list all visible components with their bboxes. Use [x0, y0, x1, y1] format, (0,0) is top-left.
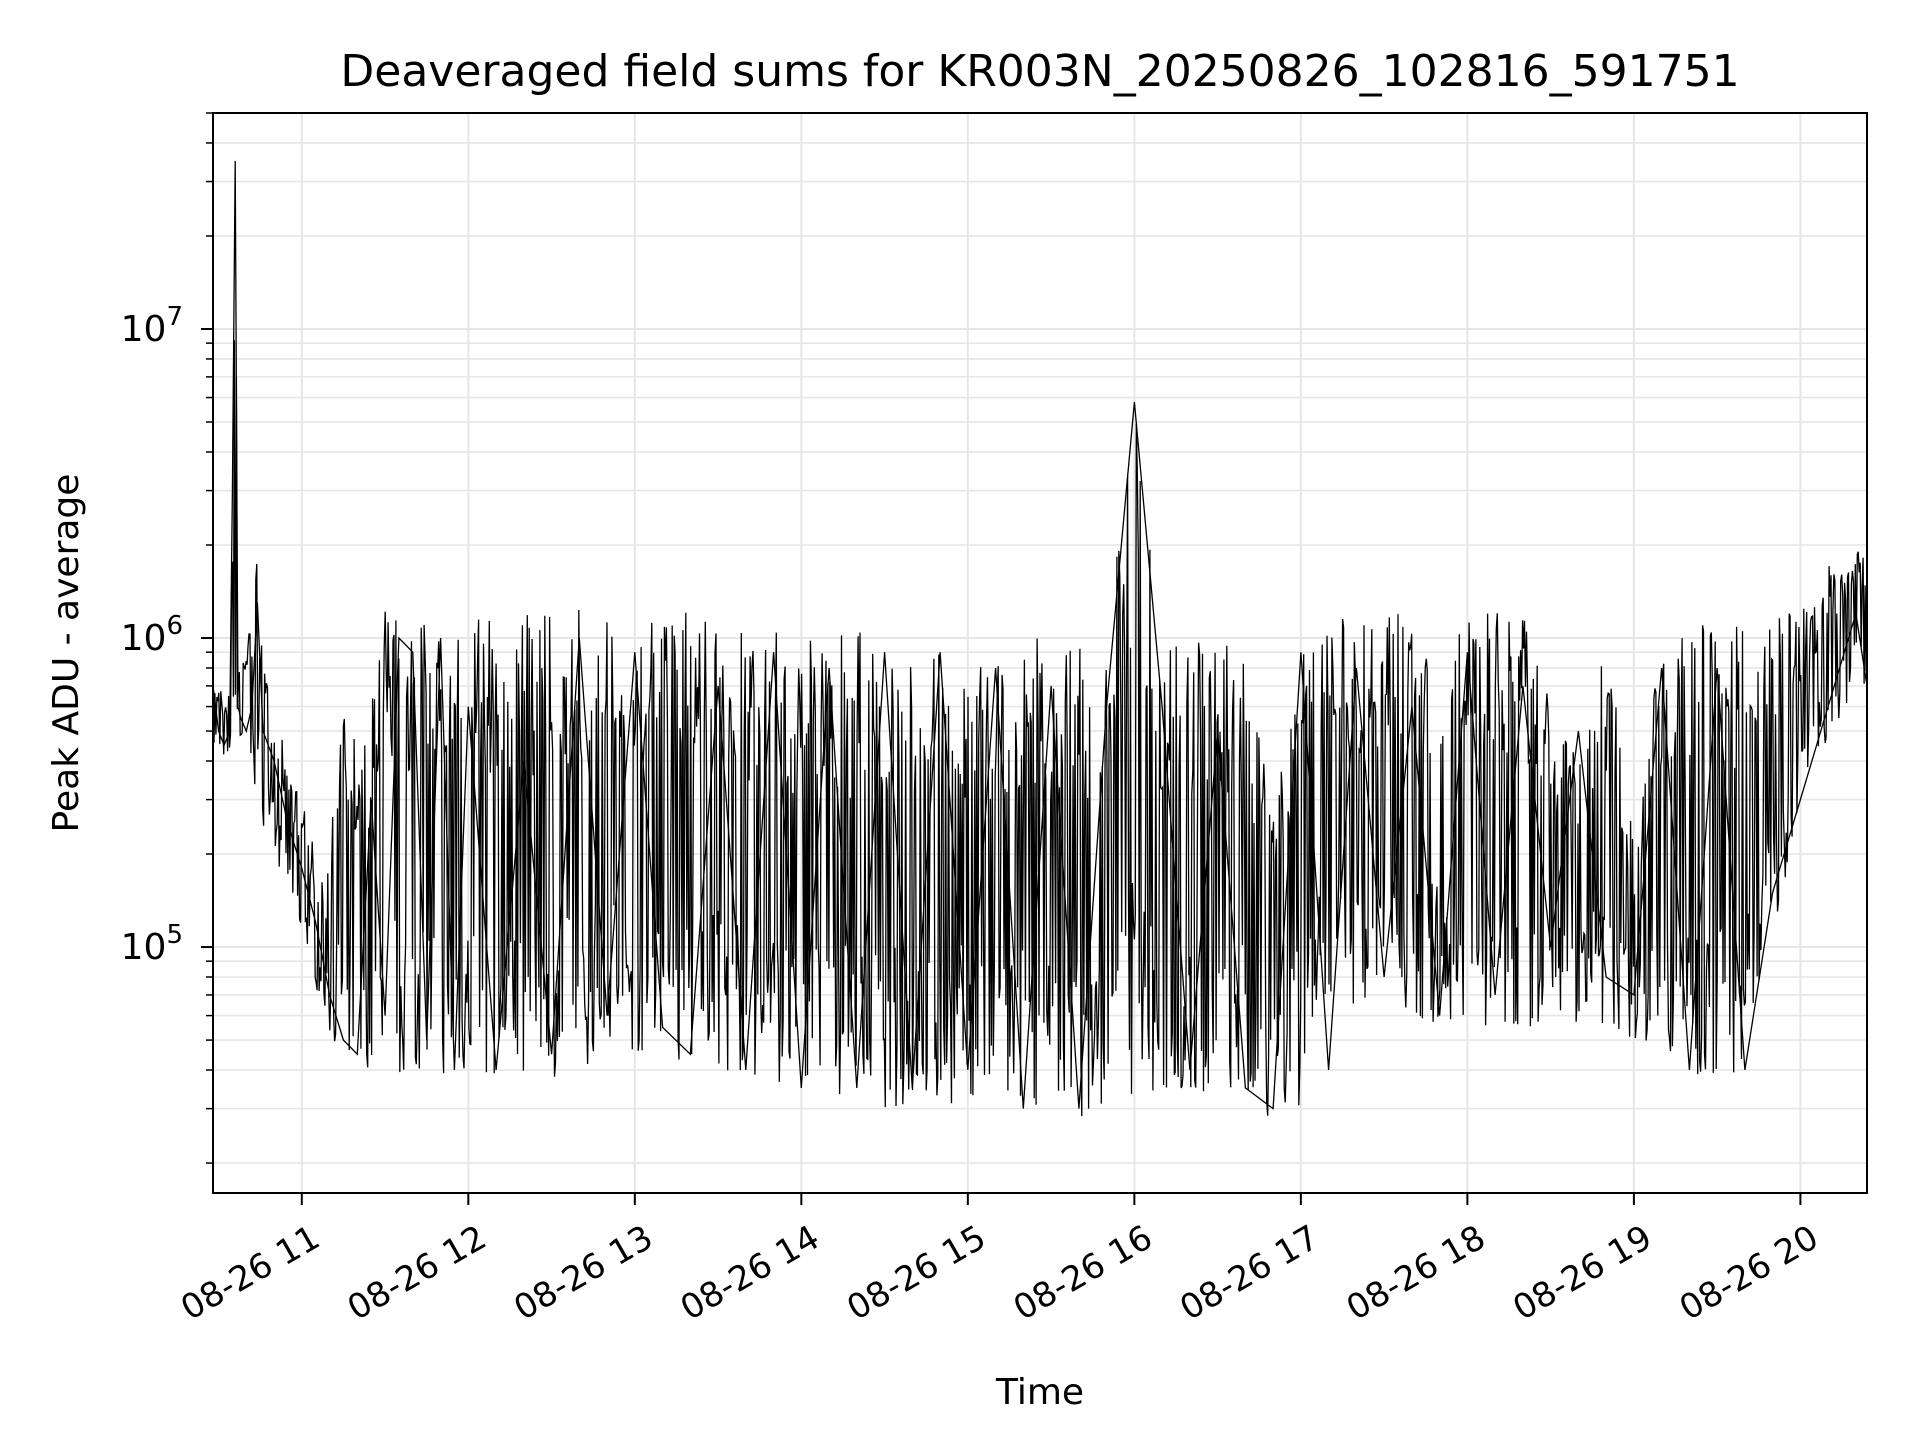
series-line [213, 160, 1867, 1110]
x-axis-label: Time [995, 1372, 1084, 1413]
y-tick-label: 107 [121, 302, 183, 350]
chart-title: Deaveraged field sums for KR003N_2025082… [340, 46, 1739, 97]
y-tick-label: 106 [121, 611, 183, 659]
plot-frame [212, 112, 1868, 1194]
y-axis-ticks: 105 106 107 [121, 112, 213, 1164]
y-axis-label: Peak ADU - average [46, 474, 87, 833]
data-series [213, 160, 1867, 1117]
series-group [213, 160, 1867, 1117]
y-tick-label: 105 [121, 920, 183, 968]
series-line-dense [213, 340, 1867, 1117]
